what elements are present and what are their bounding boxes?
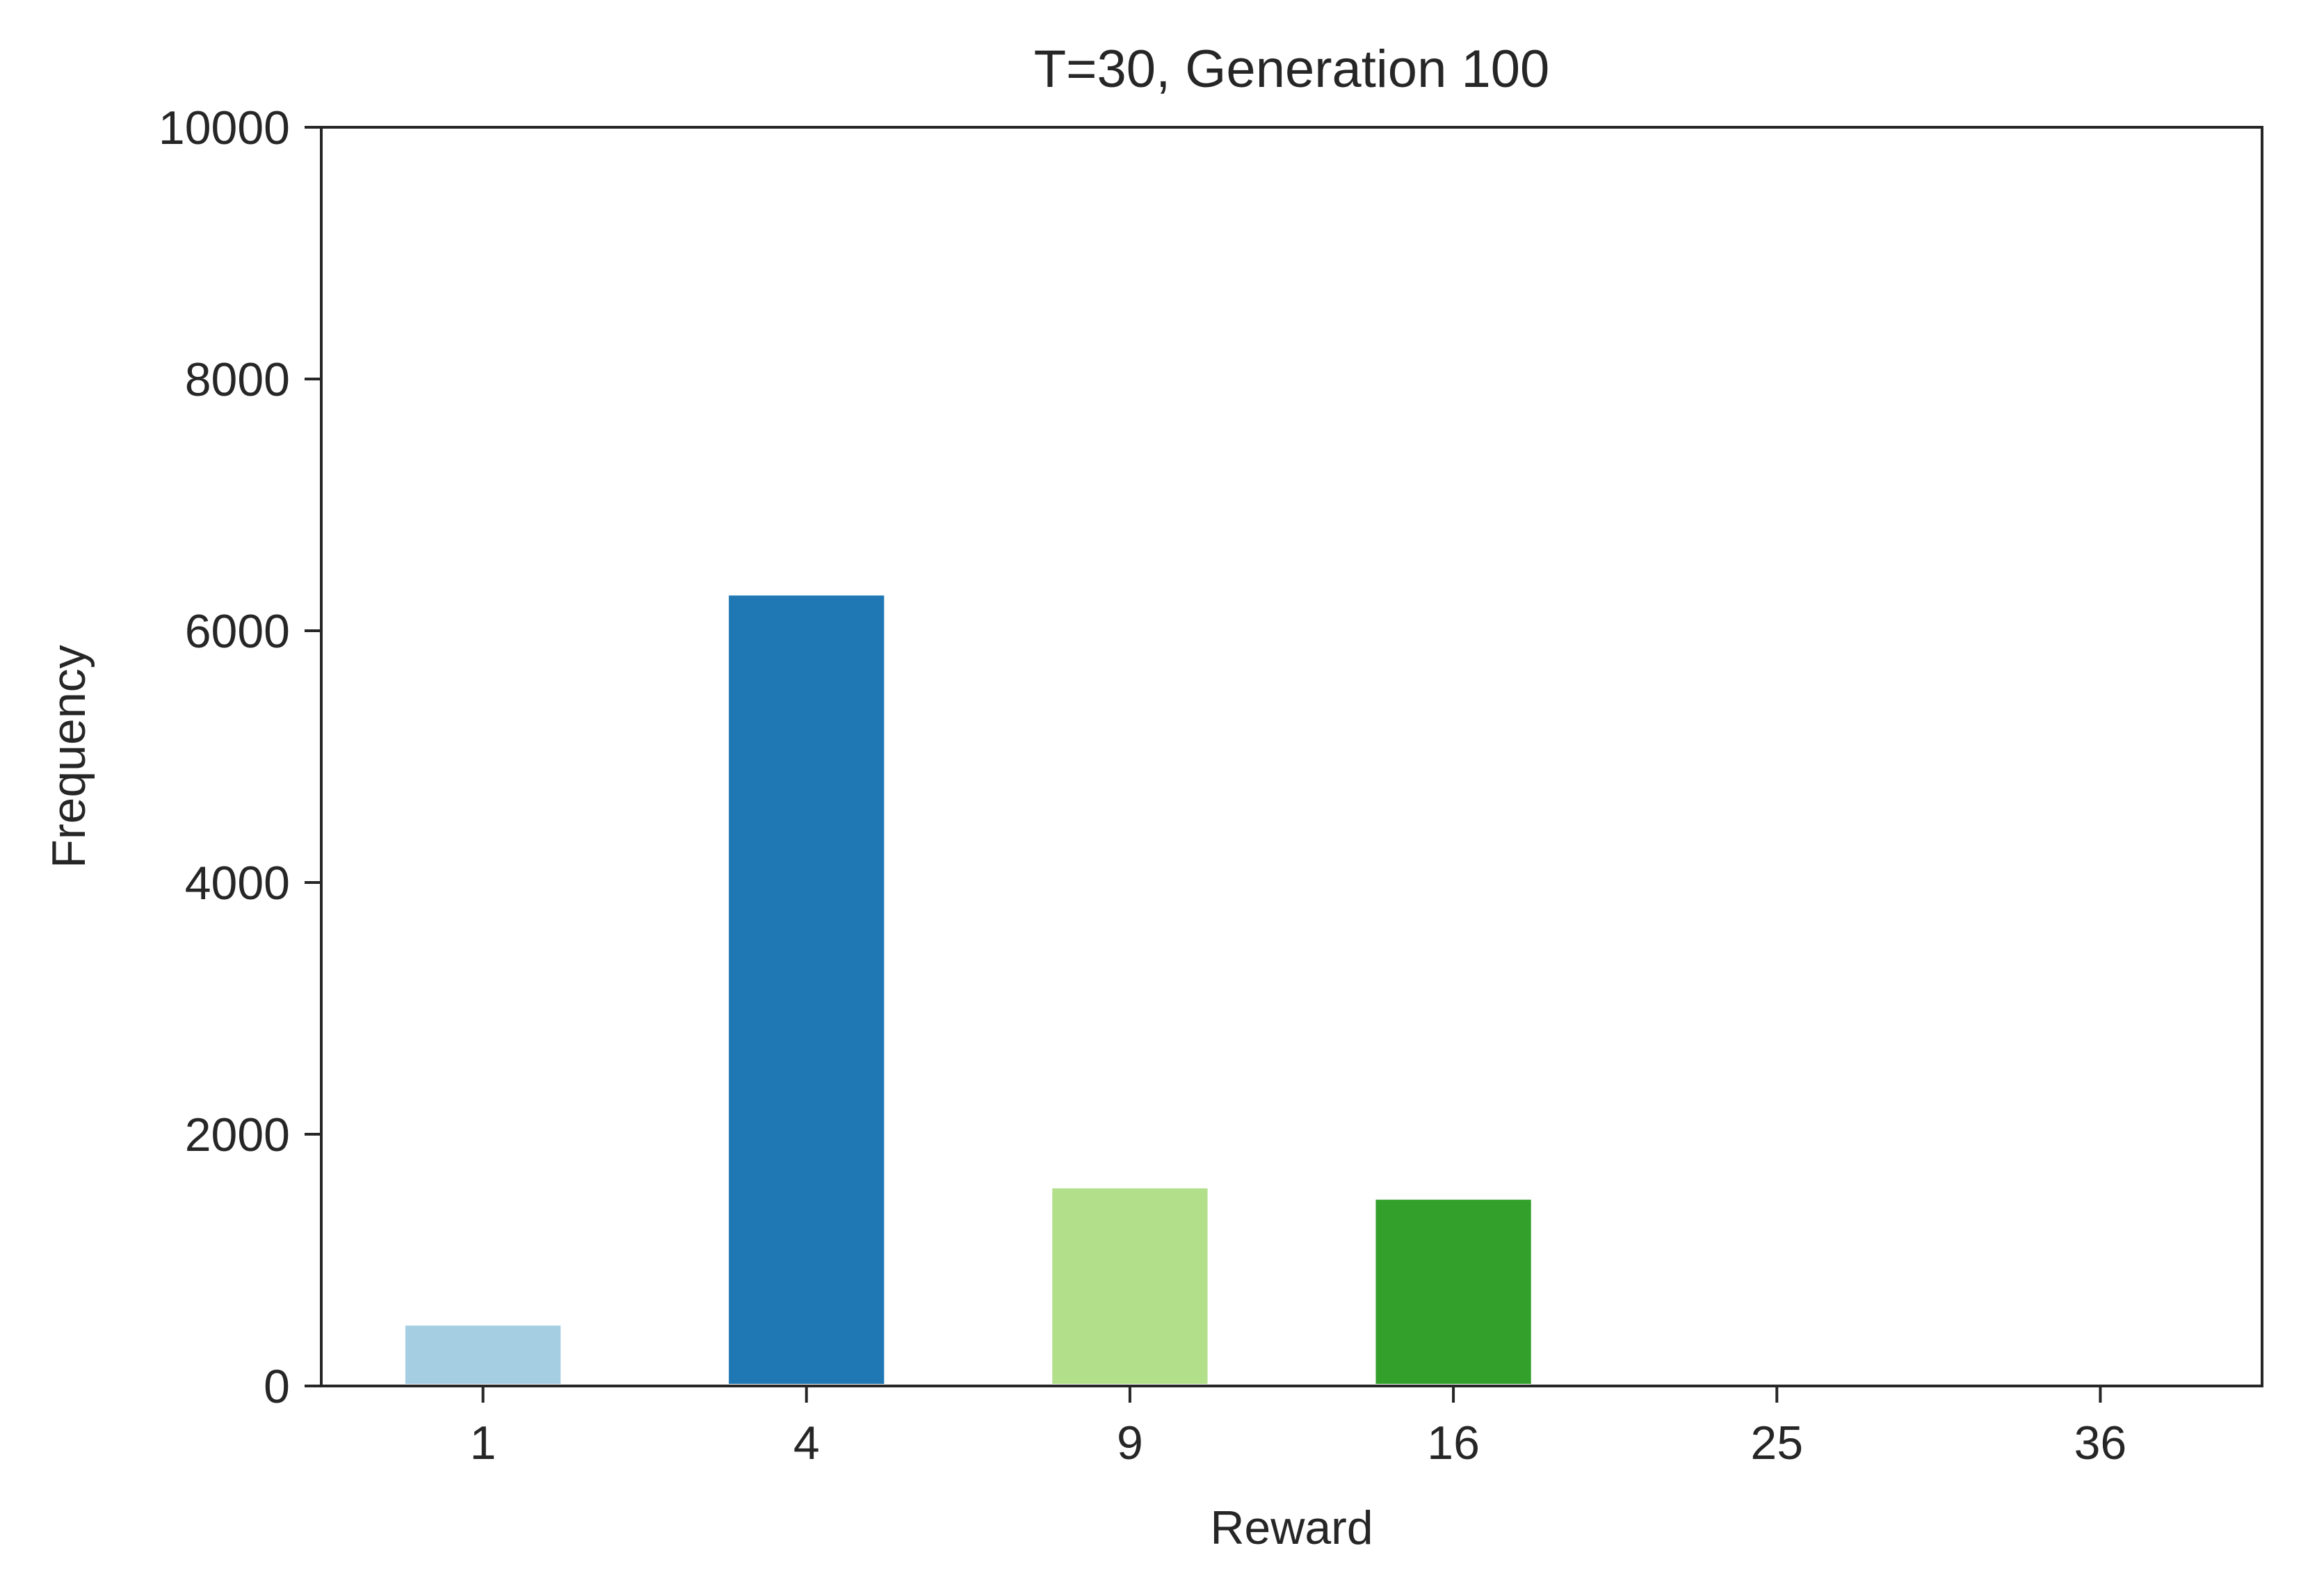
y-tick-label-8000: 8000: [185, 353, 290, 406]
bar-4: [729, 595, 885, 1384]
x-tick-label-4: 4: [793, 1417, 820, 1469]
bars-layer: [405, 595, 1531, 1384]
x-tick-label-25: 25: [1750, 1417, 1803, 1469]
y-tick-label-0: 0: [264, 1360, 290, 1413]
y-tick-label-6000: 6000: [185, 605, 290, 658]
x-axis-label: Reward: [1210, 1501, 1373, 1554]
bar-9: [1052, 1188, 1208, 1384]
plot-frame: [320, 126, 2263, 1387]
bar-1: [405, 1325, 561, 1384]
y-tick-label-10000: 10000: [159, 102, 290, 154]
y-axis-label: Frequency: [42, 645, 95, 868]
y-tick-label-2000: 2000: [185, 1109, 290, 1161]
chart-title: T=30, Generation 100: [1034, 40, 1550, 99]
x-tick-label-16: 16: [1427, 1417, 1480, 1469]
ticks-layer: 1 4 9 16 25 36 0 2000 4000 6000 8000 10000: [159, 102, 2126, 1469]
x-tick-label-9: 9: [1117, 1417, 1143, 1469]
x-tick-label-1: 1: [470, 1417, 496, 1469]
bar-16: [1375, 1200, 1531, 1384]
y-tick-label-4000: 4000: [185, 857, 290, 910]
x-tick-label-36: 36: [2074, 1417, 2127, 1469]
